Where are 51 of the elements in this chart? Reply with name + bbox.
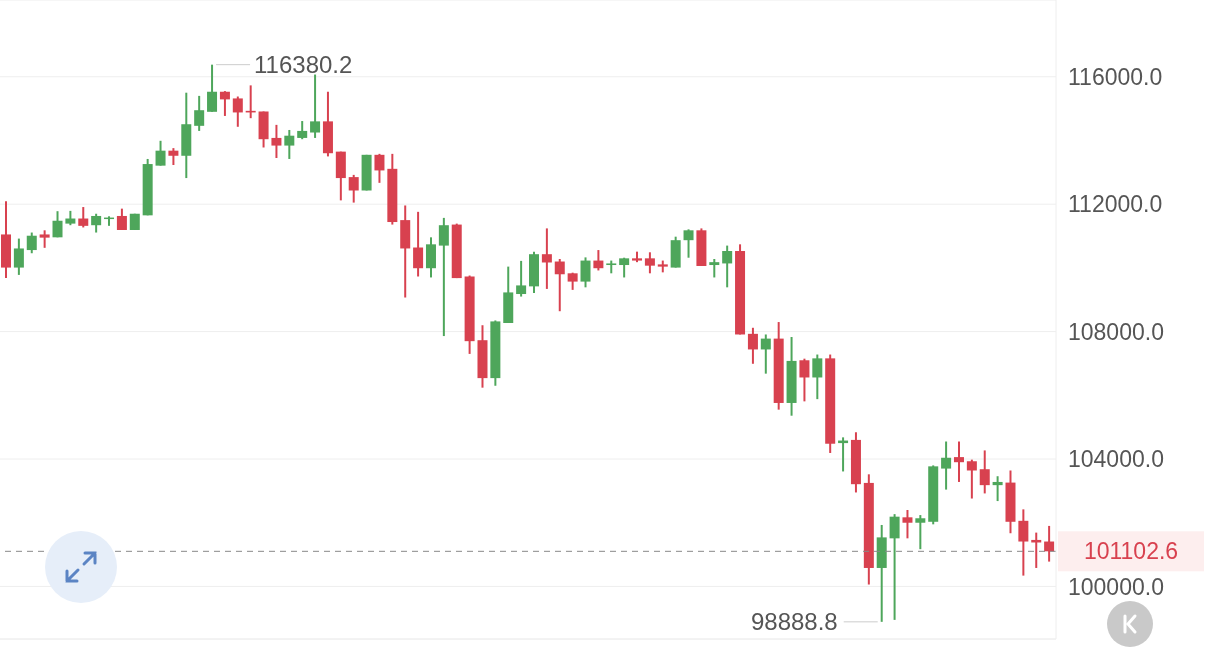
candlestick <box>425 236 436 279</box>
candlestick <box>953 440 964 483</box>
candlestick <box>683 228 694 259</box>
candlestick <box>438 216 449 338</box>
candlestick <box>747 326 758 365</box>
y-tick-label: 116000.0 <box>1068 63 1163 90</box>
candlestick <box>799 357 810 403</box>
candlestick <box>116 207 127 231</box>
candlestick <box>348 173 359 204</box>
candlestick <box>284 128 295 160</box>
candlestick <box>271 123 282 159</box>
y-tick-label: 104000.0 <box>1068 446 1164 473</box>
candlestick <box>760 333 771 375</box>
y-tick-label: 100000.0 <box>1068 573 1164 600</box>
candlestick <box>26 231 37 255</box>
candlestick <box>709 257 720 279</box>
candlestick <box>941 440 952 491</box>
candlestick <box>812 353 823 401</box>
candlestick <box>13 237 24 276</box>
candlestick <box>722 244 733 289</box>
candlestick <box>992 475 1003 503</box>
candlestick <box>207 63 218 113</box>
candlestick <box>78 206 89 229</box>
y-tick-label: 108000.0 <box>1068 318 1164 345</box>
annotation: 116380.2 <box>254 50 353 78</box>
candlestick <box>644 251 655 275</box>
candlestick <box>966 458 977 500</box>
candlestick <box>979 449 990 495</box>
candlestick <box>915 514 926 551</box>
candlestick <box>155 139 166 167</box>
candlestick <box>219 90 230 117</box>
candlestick <box>413 210 424 278</box>
candlestick <box>297 120 308 141</box>
candlestick <box>1044 524 1055 563</box>
candlestick <box>52 210 63 239</box>
candlestick <box>232 95 243 128</box>
candlestick <box>580 256 591 289</box>
candlestick <box>374 152 385 184</box>
candlestick <box>541 227 552 290</box>
candlestick <box>310 73 321 139</box>
candlestick <box>516 259 527 298</box>
candlestick <box>194 94 205 132</box>
candlestick <box>593 249 604 272</box>
y-tick-label: 112000.0 <box>1068 191 1163 218</box>
candlestick <box>91 212 102 234</box>
candlestick <box>1018 508 1029 577</box>
candlestick <box>902 508 913 540</box>
annotation: 98888.8 <box>750 607 838 635</box>
candlestick <box>889 513 900 621</box>
ref-line-label: 101102.6 <box>1083 538 1179 565</box>
candlestick <box>554 257 565 313</box>
